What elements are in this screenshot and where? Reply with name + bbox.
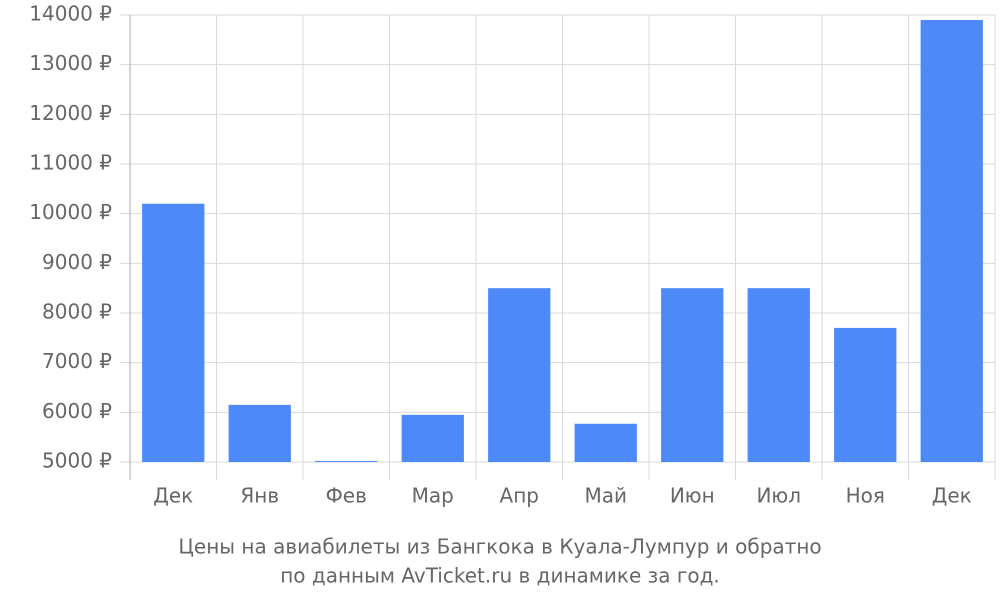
y-tick-label: 13000 ₽ <box>29 51 112 75</box>
chart-title: Цены на авиабилеты из Бангкока в Куала-Л… <box>178 535 821 559</box>
x-tick-label: Апр <box>500 484 539 508</box>
y-tick-label: 9000 ₽ <box>42 250 112 274</box>
x-tick-label: Дек <box>932 484 972 508</box>
bar <box>920 19 983 462</box>
x-tick-label: Май <box>584 484 627 508</box>
x-tick-label: Ноя <box>846 484 885 508</box>
bar <box>401 414 464 462</box>
x-tick-label: Июл <box>756 484 801 508</box>
bar <box>834 327 897 462</box>
x-tick-label: Июн <box>670 484 715 508</box>
y-tick-label: 10000 ₽ <box>29 200 112 224</box>
bar <box>142 203 205 462</box>
y-tick-label: 5000 ₽ <box>42 449 112 473</box>
bar <box>574 423 637 462</box>
chart-title: по данным AvTicket.ru в динамике за год. <box>280 564 720 588</box>
x-tick-label: Янв <box>240 484 279 508</box>
x-tick-label: Мар <box>412 484 454 508</box>
x-tick-label: Фев <box>326 484 367 508</box>
bar <box>488 288 551 462</box>
y-tick-label: 8000 ₽ <box>42 300 112 324</box>
y-tick-label: 14000 ₽ <box>29 2 112 26</box>
bar <box>747 288 810 462</box>
bar <box>661 288 724 462</box>
y-tick-label: 7000 ₽ <box>42 349 112 373</box>
bar <box>315 461 378 462</box>
x-tick-label: Дек <box>153 484 193 508</box>
y-tick-label: 11000 ₽ <box>29 151 112 175</box>
bar <box>228 404 291 462</box>
y-tick-label: 12000 ₽ <box>29 101 112 125</box>
y-tick-label: 6000 ₽ <box>42 399 112 423</box>
